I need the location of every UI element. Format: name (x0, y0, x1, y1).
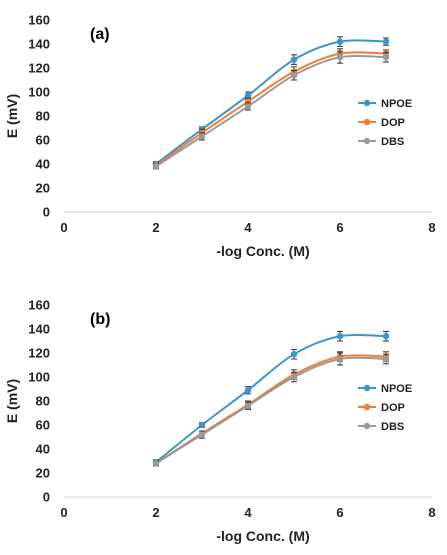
y-tick-label: 160 (28, 298, 50, 313)
series-line-npoe (155, 39, 387, 165)
y-tick-labels: 0 20 40 60 80 100 120 140 160 (28, 13, 50, 220)
x-tick-label: 8 (428, 220, 435, 235)
y-tick-label: 60 (36, 133, 50, 148)
x-tick-label: 4 (244, 220, 252, 235)
series-line-dop (155, 51, 387, 167)
x-tick-label: 4 (244, 505, 252, 520)
x-tick-labels: 0 2 4 6 8 (60, 220, 435, 235)
x-tick-label: 2 (152, 220, 159, 235)
data-point-npoe (290, 351, 298, 358)
data-point-dbs (336, 54, 344, 61)
series-layer (152, 36, 390, 170)
chart-panel-b: 0 20 40 60 80 100 120 140 160 0 2 4 6 8 E (mV) -log … (4, 298, 436, 545)
x-tick-labels: 0 2 4 6 8 (60, 505, 435, 520)
data-point-dbs (198, 133, 206, 140)
y-tick-label: 40 (36, 157, 50, 172)
legend-label: DBS (381, 136, 404, 148)
y-axis-label: E (mV) (4, 379, 20, 423)
data-point-npoe (244, 387, 252, 394)
legend-label: DOP (381, 117, 405, 129)
y-tick-label: 40 (36, 442, 50, 457)
legend-marker (363, 137, 371, 145)
legend-label: DOP (381, 402, 405, 414)
legend-marker (363, 118, 371, 126)
y-tick-label: 140 (28, 37, 50, 52)
panel-label: (a) (90, 26, 110, 43)
legend-item-dbs: DBS (358, 421, 404, 433)
x-tick-label: 0 (60, 505, 67, 520)
legend-item-npoe: NPOE (358, 98, 412, 110)
data-point-npoe (198, 421, 206, 429)
legend-label: DBS (381, 421, 404, 433)
y-tick-label: 100 (28, 370, 50, 385)
x-tick-label: 8 (428, 505, 435, 520)
y-tick-label: 80 (36, 394, 50, 409)
series-layer (152, 330, 390, 467)
series-line-npoe (155, 333, 387, 463)
y-tick-label: 140 (28, 322, 50, 337)
data-point-dbs (290, 373, 298, 381)
data-point-dbs (152, 460, 160, 467)
x-tick-label: 0 (60, 220, 67, 235)
y-tick-label: 0 (43, 490, 50, 505)
x-axis-label: -log Conc. (M) (216, 528, 309, 544)
legend-item-dop: DOP (358, 402, 405, 414)
series-line-dbs (155, 54, 387, 168)
data-point-dbs (198, 431, 206, 438)
data-point-dbs (290, 72, 298, 79)
data-point-npoe (382, 38, 390, 45)
y-tick-label: 160 (28, 13, 50, 28)
data-point-dbs (244, 103, 252, 110)
y-tick-label: 120 (28, 346, 50, 361)
x-tick-label: 2 (152, 505, 159, 520)
data-point-npoe (382, 333, 390, 340)
data-point-dbs (382, 355, 390, 363)
legend-item-dop: DOP (358, 117, 405, 129)
panel-label: (b) (90, 311, 110, 328)
y-tick-labels: 0 20 40 60 80 100 120 140 160 (28, 298, 50, 505)
y-tick-label: 100 (28, 85, 50, 100)
y-tick-label: 20 (36, 181, 50, 196)
legend-marker (363, 403, 371, 411)
legend-marker (363, 99, 371, 107)
x-tick-label: 6 (336, 220, 343, 235)
y-tick-label: 120 (28, 61, 50, 76)
y-axis-label: E (mV) (4, 94, 20, 138)
legend-marker (363, 384, 371, 392)
x-tick-label: 6 (336, 505, 343, 520)
legend-marker (363, 422, 371, 430)
y-tick-label: 60 (36, 418, 50, 433)
y-tick-label: 80 (36, 109, 50, 124)
data-point-dbs (336, 355, 344, 363)
legend: NPOE DOP DBS (358, 383, 412, 433)
legend: NPOE DOP DBS (358, 98, 412, 148)
data-point-npoe (244, 92, 252, 99)
legend-item-npoe: NPOE (358, 383, 412, 395)
series-line-dbs (155, 356, 387, 465)
legend-label: NPOE (381, 98, 412, 110)
data-point-npoe (336, 333, 344, 340)
data-point-dbs (244, 402, 252, 409)
x-axis-label: -log Conc. (M) (216, 243, 309, 259)
data-point-dbs (382, 54, 390, 61)
data-point-npoe (336, 38, 344, 45)
data-point-npoe (290, 56, 298, 63)
chart-panel-a: 0 20 40 60 80 100 120 140 160 0 2 4 6 8 E (mV) -log … (4, 13, 436, 260)
y-tick-label: 0 (43, 205, 50, 220)
y-tick-label: 20 (36, 466, 50, 481)
data-point-dbs (152, 163, 160, 170)
legend-item-dbs: DBS (358, 136, 404, 148)
legend-label: NPOE (381, 383, 412, 395)
